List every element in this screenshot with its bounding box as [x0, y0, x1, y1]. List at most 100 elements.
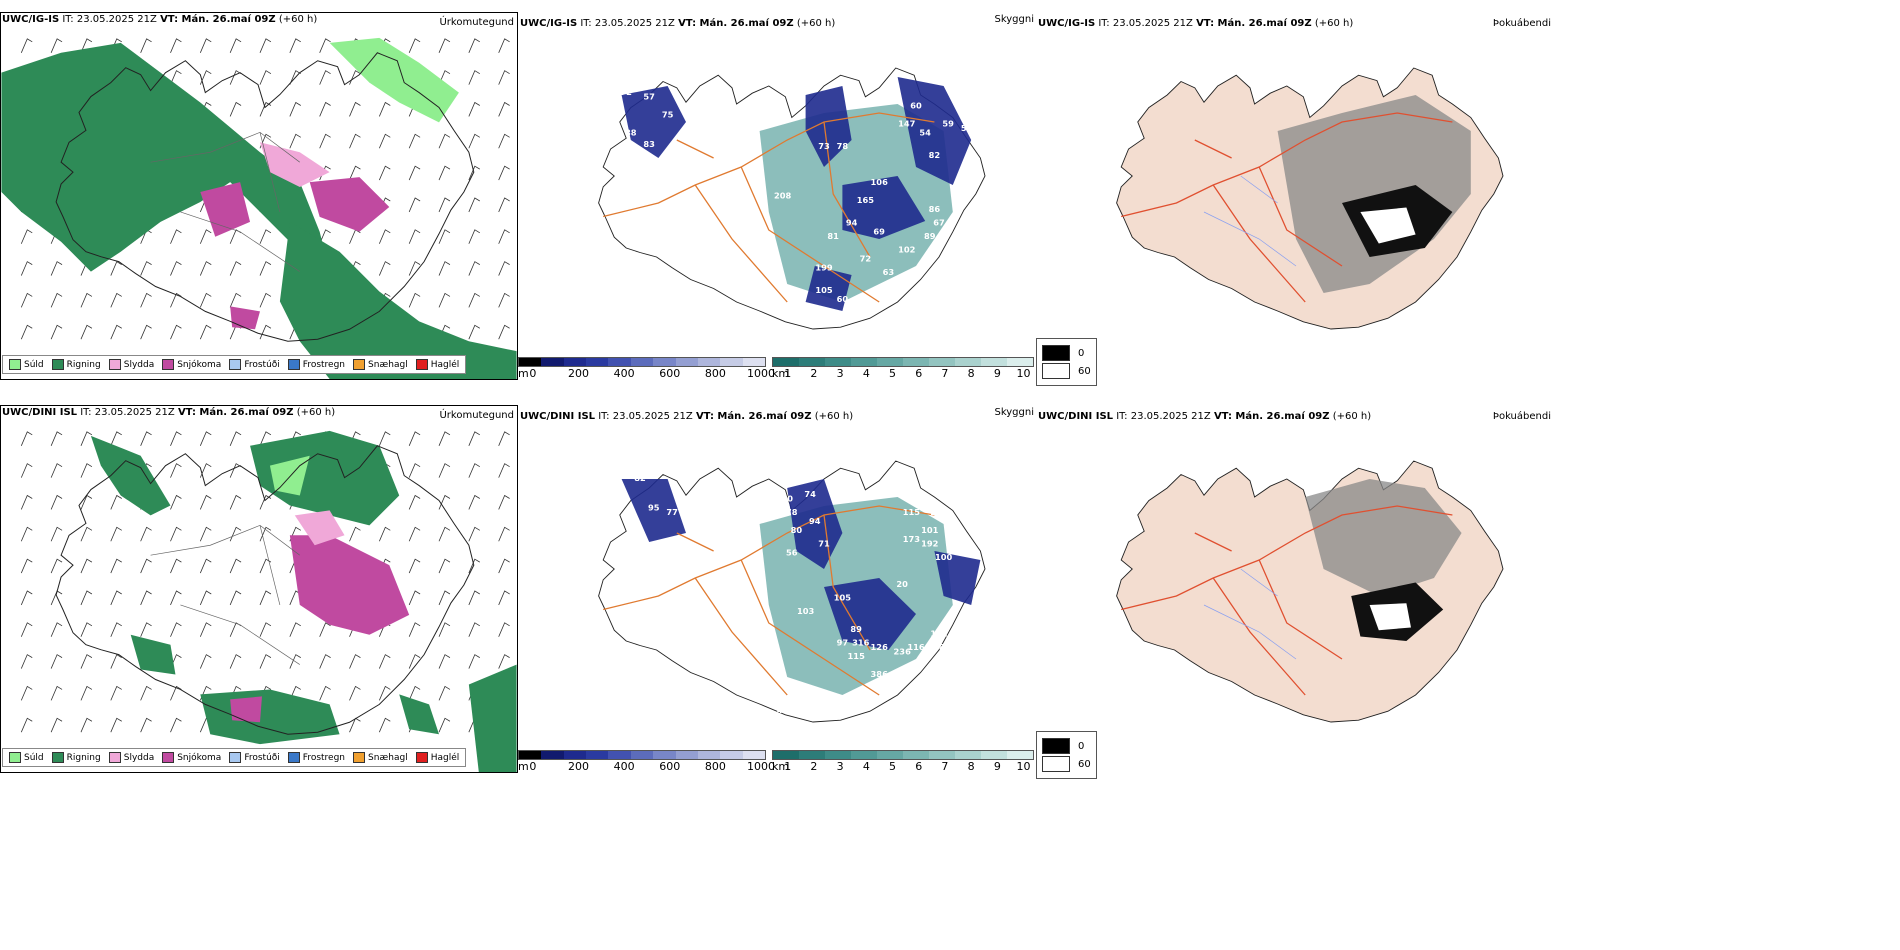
- wind-barb: [50, 292, 63, 308]
- fog-key-row: 0: [1042, 345, 1091, 361]
- wind-barb: [20, 526, 33, 542]
- wind-barb: [468, 654, 480, 669]
- colorbar-cell: [799, 358, 825, 366]
- rivers: [1203, 175, 1297, 267]
- wind-barb: [438, 494, 451, 510]
- visibility-value-label: 94: [809, 516, 821, 526]
- fog-map-bottom: [1116, 460, 1504, 723]
- legend-label: Slydda: [123, 359, 155, 370]
- visibility-value-label: 88: [625, 128, 637, 138]
- wind-barb: [408, 133, 421, 149]
- wind-barb: [50, 558, 63, 574]
- colorbar-ticks: m 0 200 400 600 800 1000: [518, 367, 775, 380]
- visibility-value-label: 20: [896, 579, 908, 589]
- fog-key-label: 60: [1078, 758, 1091, 770]
- wind-barb: [319, 654, 331, 669]
- visibility-value-label: 78: [786, 507, 798, 517]
- wind-barb: [498, 431, 510, 446]
- fog-key-swatch: [1042, 756, 1070, 772]
- legend-label: Frostregn: [302, 752, 346, 763]
- wind-barb: [349, 165, 361, 181]
- wind-barb: [408, 463, 421, 478]
- legend-label: Snæhagl: [368, 752, 408, 763]
- fog-key-row: 60: [1042, 756, 1091, 772]
- wind-barb: [289, 654, 301, 669]
- wind-barb: [468, 590, 480, 606]
- visibility-value-label: 71: [795, 290, 807, 300]
- wind-barb: [229, 261, 242, 276]
- wind-barb: [408, 431, 421, 446]
- legend-label: Rigning: [66, 752, 101, 763]
- colorbar-cell: [877, 358, 903, 366]
- colorbar-cell: [929, 751, 955, 759]
- visibility-value-label: 126: [871, 642, 889, 652]
- colorbar-cell: [851, 358, 877, 366]
- colorbar-cell: [929, 358, 955, 366]
- visibility-value-label: 75: [662, 110, 674, 120]
- visibility-value-label: 103: [797, 606, 815, 616]
- wind-barb: [140, 717, 152, 733]
- wind-barb: [259, 292, 272, 308]
- visibility-value-label: 199: [815, 263, 833, 273]
- init-time: IT: 23.05.2025 21Z: [1098, 18, 1193, 29]
- wind-barb: [229, 654, 242, 669]
- colorbar-tick-label: 1: [784, 760, 792, 773]
- wind-barb: [80, 431, 93, 446]
- wind-barb: [349, 526, 361, 542]
- fog-title: Þokuábendi: [1492, 18, 1551, 29]
- colorbar-cell: [799, 751, 825, 759]
- colorbar-tick-label: 0: [529, 760, 537, 773]
- wind-barb: [170, 292, 182, 308]
- wind-barb: [319, 685, 331, 701]
- visibility-value-label: 96: [919, 503, 931, 513]
- panel-header: UWC/IG-IS IT: 23.05.2025 21Z VT: Mán. 26…: [1038, 18, 1353, 29]
- wind-barb: [378, 526, 391, 542]
- legend-item: Frostúði: [229, 359, 280, 370]
- coastline: [55, 445, 475, 735]
- init-time: IT: 23.05.2025 21Z: [62, 14, 157, 25]
- visibility-value-label: 86: [929, 204, 941, 214]
- wind-barb: [110, 494, 122, 510]
- wind-barb: [110, 261, 122, 276]
- legend-item: Snjókoma: [162, 752, 221, 763]
- visibility-value-label: 138: [677, 218, 695, 228]
- rain-area: [200, 689, 340, 745]
- panel-header: UWC/IG-IS IT: 23.05.2025 21Z VT: Mán. 26…: [2, 14, 317, 25]
- legend-item: Frostúði: [229, 752, 280, 763]
- wind-barb: [170, 622, 182, 637]
- lead-time: (+60 h): [1332, 411, 1372, 422]
- wind-barb: [50, 526, 63, 542]
- colorbar-tick-label: 800: [704, 760, 726, 773]
- wind-barb: [259, 526, 272, 542]
- wind-barb: [349, 133, 361, 149]
- legend-item: Súld: [9, 752, 44, 763]
- wind-barb: [259, 654, 272, 669]
- wind-barb: [20, 292, 33, 308]
- visibility-value-label: 69: [873, 227, 885, 237]
- roads: [1121, 112, 1453, 303]
- wind-barb: [498, 101, 510, 117]
- wind-barb: [498, 622, 510, 637]
- colorbar-ticks: m 0 200 400 600 800 1000: [518, 760, 775, 773]
- wind-barb: [259, 70, 272, 85]
- wind-barb: [229, 494, 242, 510]
- wind-barb: [468, 324, 480, 340]
- visibility-value-label: 298: [737, 195, 755, 205]
- colorbar-cell: [586, 751, 609, 759]
- wind-barb: [80, 558, 93, 574]
- wind-barb: [80, 38, 93, 53]
- colorbar-tick-label: 400: [613, 367, 635, 380]
- wind-barb: [170, 717, 182, 733]
- legend-swatch: [162, 752, 175, 763]
- wind-barb: [140, 590, 152, 606]
- wind-barb: [498, 590, 510, 606]
- wind-barb: [349, 685, 361, 701]
- colorbar-strip: [772, 750, 1034, 760]
- wind-barb: [20, 38, 33, 53]
- visibility-value-label: 284: [930, 507, 948, 517]
- wind-barb: [408, 590, 421, 606]
- visibility-value-label: 82: [634, 473, 646, 483]
- colorbar-cell: [675, 358, 698, 366]
- colorbar-tick-label: 4: [862, 367, 870, 380]
